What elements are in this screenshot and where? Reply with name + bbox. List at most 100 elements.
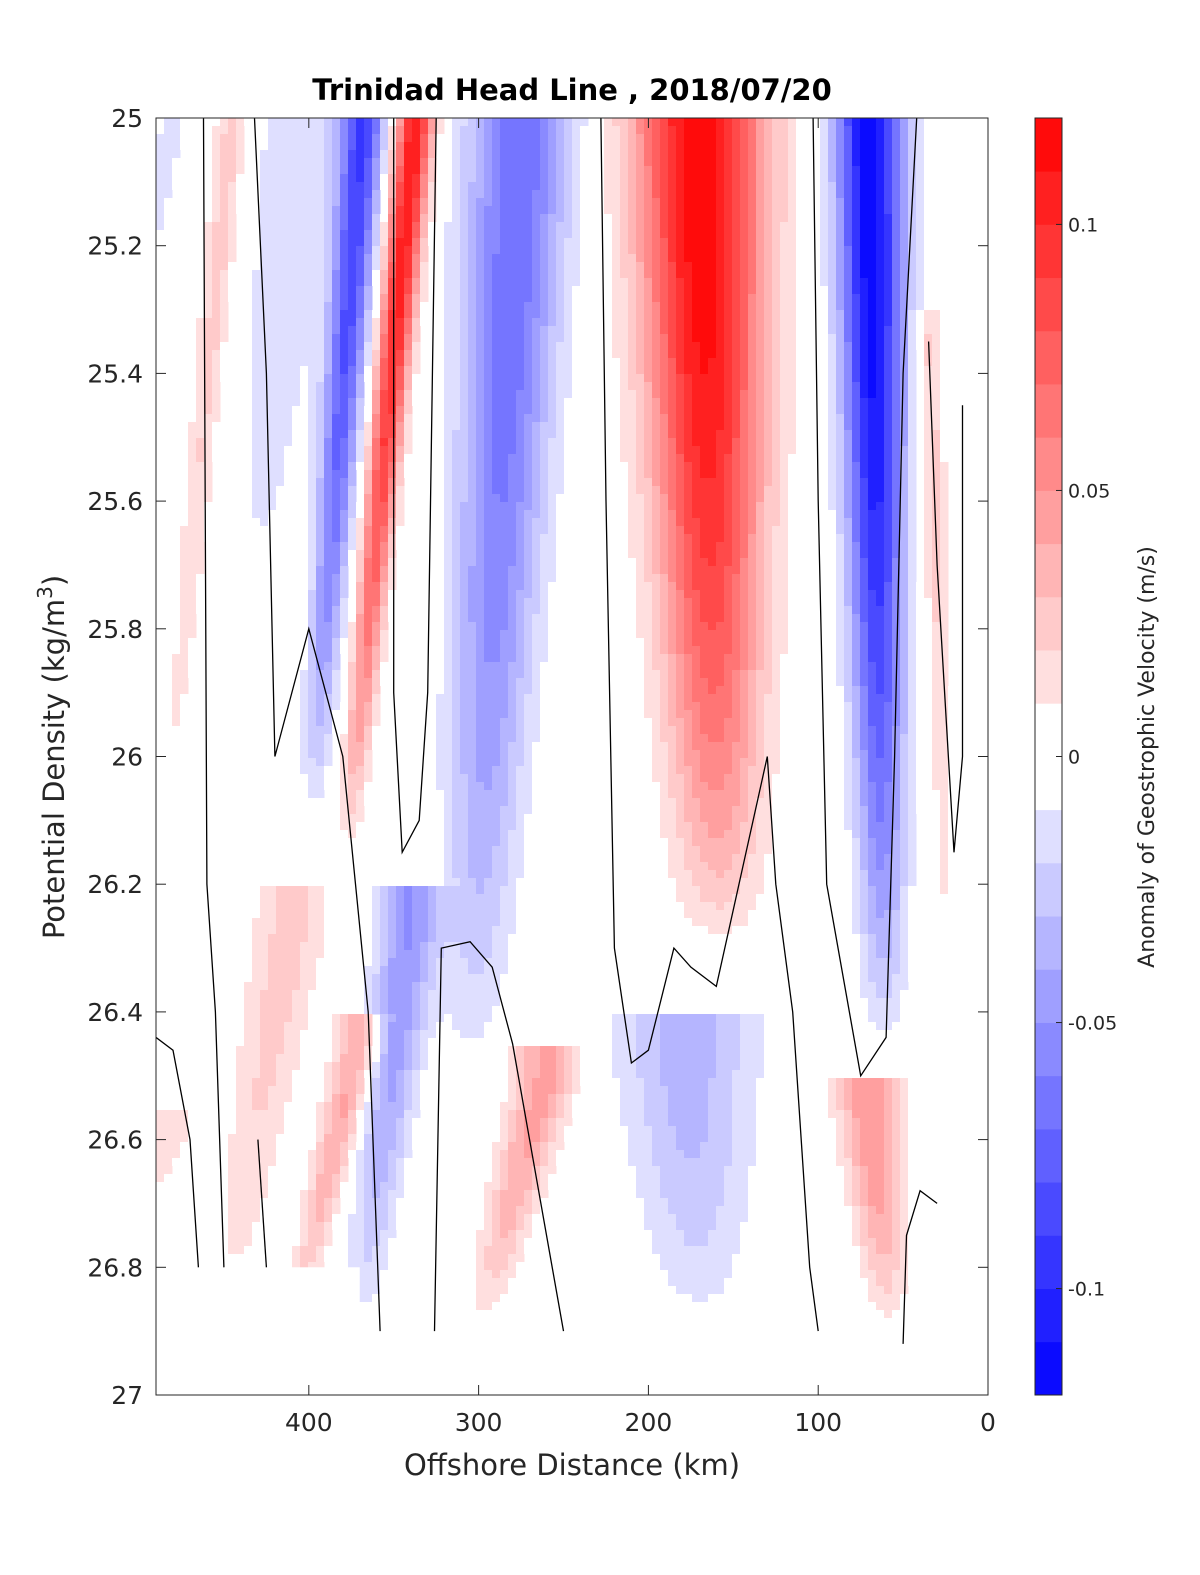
- field-cell: [932, 382, 941, 391]
- field-cell: [204, 406, 213, 415]
- field-cell: [852, 262, 861, 271]
- field-cell: [676, 182, 685, 191]
- field-cell: [900, 462, 909, 471]
- field-cell: [756, 318, 765, 327]
- field-cell: [228, 182, 237, 191]
- field-cell: [460, 566, 469, 575]
- field-cell: [844, 526, 853, 535]
- field-cell: [508, 270, 517, 279]
- field-cell: [212, 214, 221, 223]
- field-cell: [772, 286, 781, 295]
- field-cell: [716, 558, 725, 567]
- field-cell: [676, 518, 685, 527]
- field-cell: [796, 334, 805, 343]
- field-cell: [548, 478, 557, 487]
- field-cell: [476, 478, 485, 487]
- field-cell: [884, 230, 893, 239]
- field-cell: [284, 414, 293, 423]
- field-cell: [276, 230, 285, 239]
- field-cell: [500, 430, 509, 439]
- field-cell: [700, 566, 709, 575]
- field-cell: [324, 334, 333, 343]
- field-cell: [644, 470, 653, 479]
- field-cell: [612, 230, 621, 239]
- field-cell: [692, 582, 701, 591]
- field-cell: [460, 254, 469, 263]
- field-cell: [252, 494, 261, 503]
- field-cell: [404, 406, 413, 415]
- field-cell: [828, 190, 837, 199]
- field-cell: [740, 438, 749, 447]
- field-cell: [412, 334, 421, 343]
- field-cell: [236, 382, 245, 391]
- field-cell: [380, 286, 389, 295]
- field-cell: [620, 342, 629, 351]
- field-cell: [932, 430, 941, 439]
- field-cell: [212, 246, 221, 255]
- field-cell: [860, 142, 869, 151]
- field-cell: [860, 342, 869, 351]
- field-cell: [244, 550, 253, 559]
- field-cell: [476, 150, 485, 159]
- field-cell: [724, 542, 733, 551]
- field-cell: [852, 478, 861, 487]
- field-cell: [244, 542, 253, 551]
- field-cell: [284, 470, 293, 479]
- field-cell: [668, 454, 677, 463]
- field-cell: [900, 510, 909, 519]
- field-cell: [892, 342, 901, 351]
- field-cell: [908, 558, 917, 567]
- field-cell: [564, 310, 573, 319]
- field-cell: [780, 310, 789, 319]
- field-cell: [724, 302, 733, 311]
- field-cell: [628, 126, 637, 135]
- field-cell: [908, 526, 917, 535]
- field-cell: [452, 318, 461, 327]
- field-cell: [404, 438, 413, 447]
- field-cell: [292, 310, 301, 319]
- field-cell: [364, 230, 373, 239]
- field-cell: [644, 494, 653, 503]
- field-cell: [892, 542, 901, 551]
- field-cell: [628, 478, 637, 487]
- field-cell: [388, 166, 397, 175]
- field-cell: [652, 150, 661, 159]
- field-cell: [532, 502, 541, 511]
- field-cell: [404, 118, 413, 127]
- field-cell: [284, 246, 293, 255]
- field-cell: [332, 166, 341, 175]
- field-cell: [876, 534, 885, 543]
- field-cell: [708, 286, 717, 295]
- field-cell: [156, 182, 165, 191]
- field-cell: [844, 510, 853, 519]
- field-cell: [412, 374, 421, 383]
- field-cell: [900, 190, 909, 199]
- field-cell: [484, 542, 493, 551]
- field-cell: [276, 222, 285, 231]
- field-cell: [684, 214, 693, 223]
- field-cell: [692, 438, 701, 447]
- field-cell: [524, 462, 533, 471]
- field-cell: [636, 542, 645, 551]
- field-cell: [492, 326, 501, 335]
- field-cell: [284, 262, 293, 271]
- field-cell: [708, 254, 717, 263]
- field-cell: [556, 342, 565, 351]
- field-cell: [628, 590, 637, 599]
- field-cell: [868, 542, 877, 551]
- field-cell: [620, 166, 629, 175]
- field-cell: [716, 478, 725, 487]
- field-cell: [460, 262, 469, 271]
- field-cell: [436, 550, 445, 559]
- field-cell: [300, 486, 309, 495]
- field-cell: [452, 382, 461, 391]
- field-cell: [548, 366, 557, 375]
- field-cell: [308, 502, 317, 511]
- field-cell: [900, 518, 909, 527]
- field-cell: [780, 526, 789, 535]
- field-cell: [860, 158, 869, 167]
- field-cell: [564, 118, 573, 127]
- field-cell: [684, 238, 693, 247]
- field-cell: [572, 350, 581, 359]
- field-cell: [628, 286, 637, 295]
